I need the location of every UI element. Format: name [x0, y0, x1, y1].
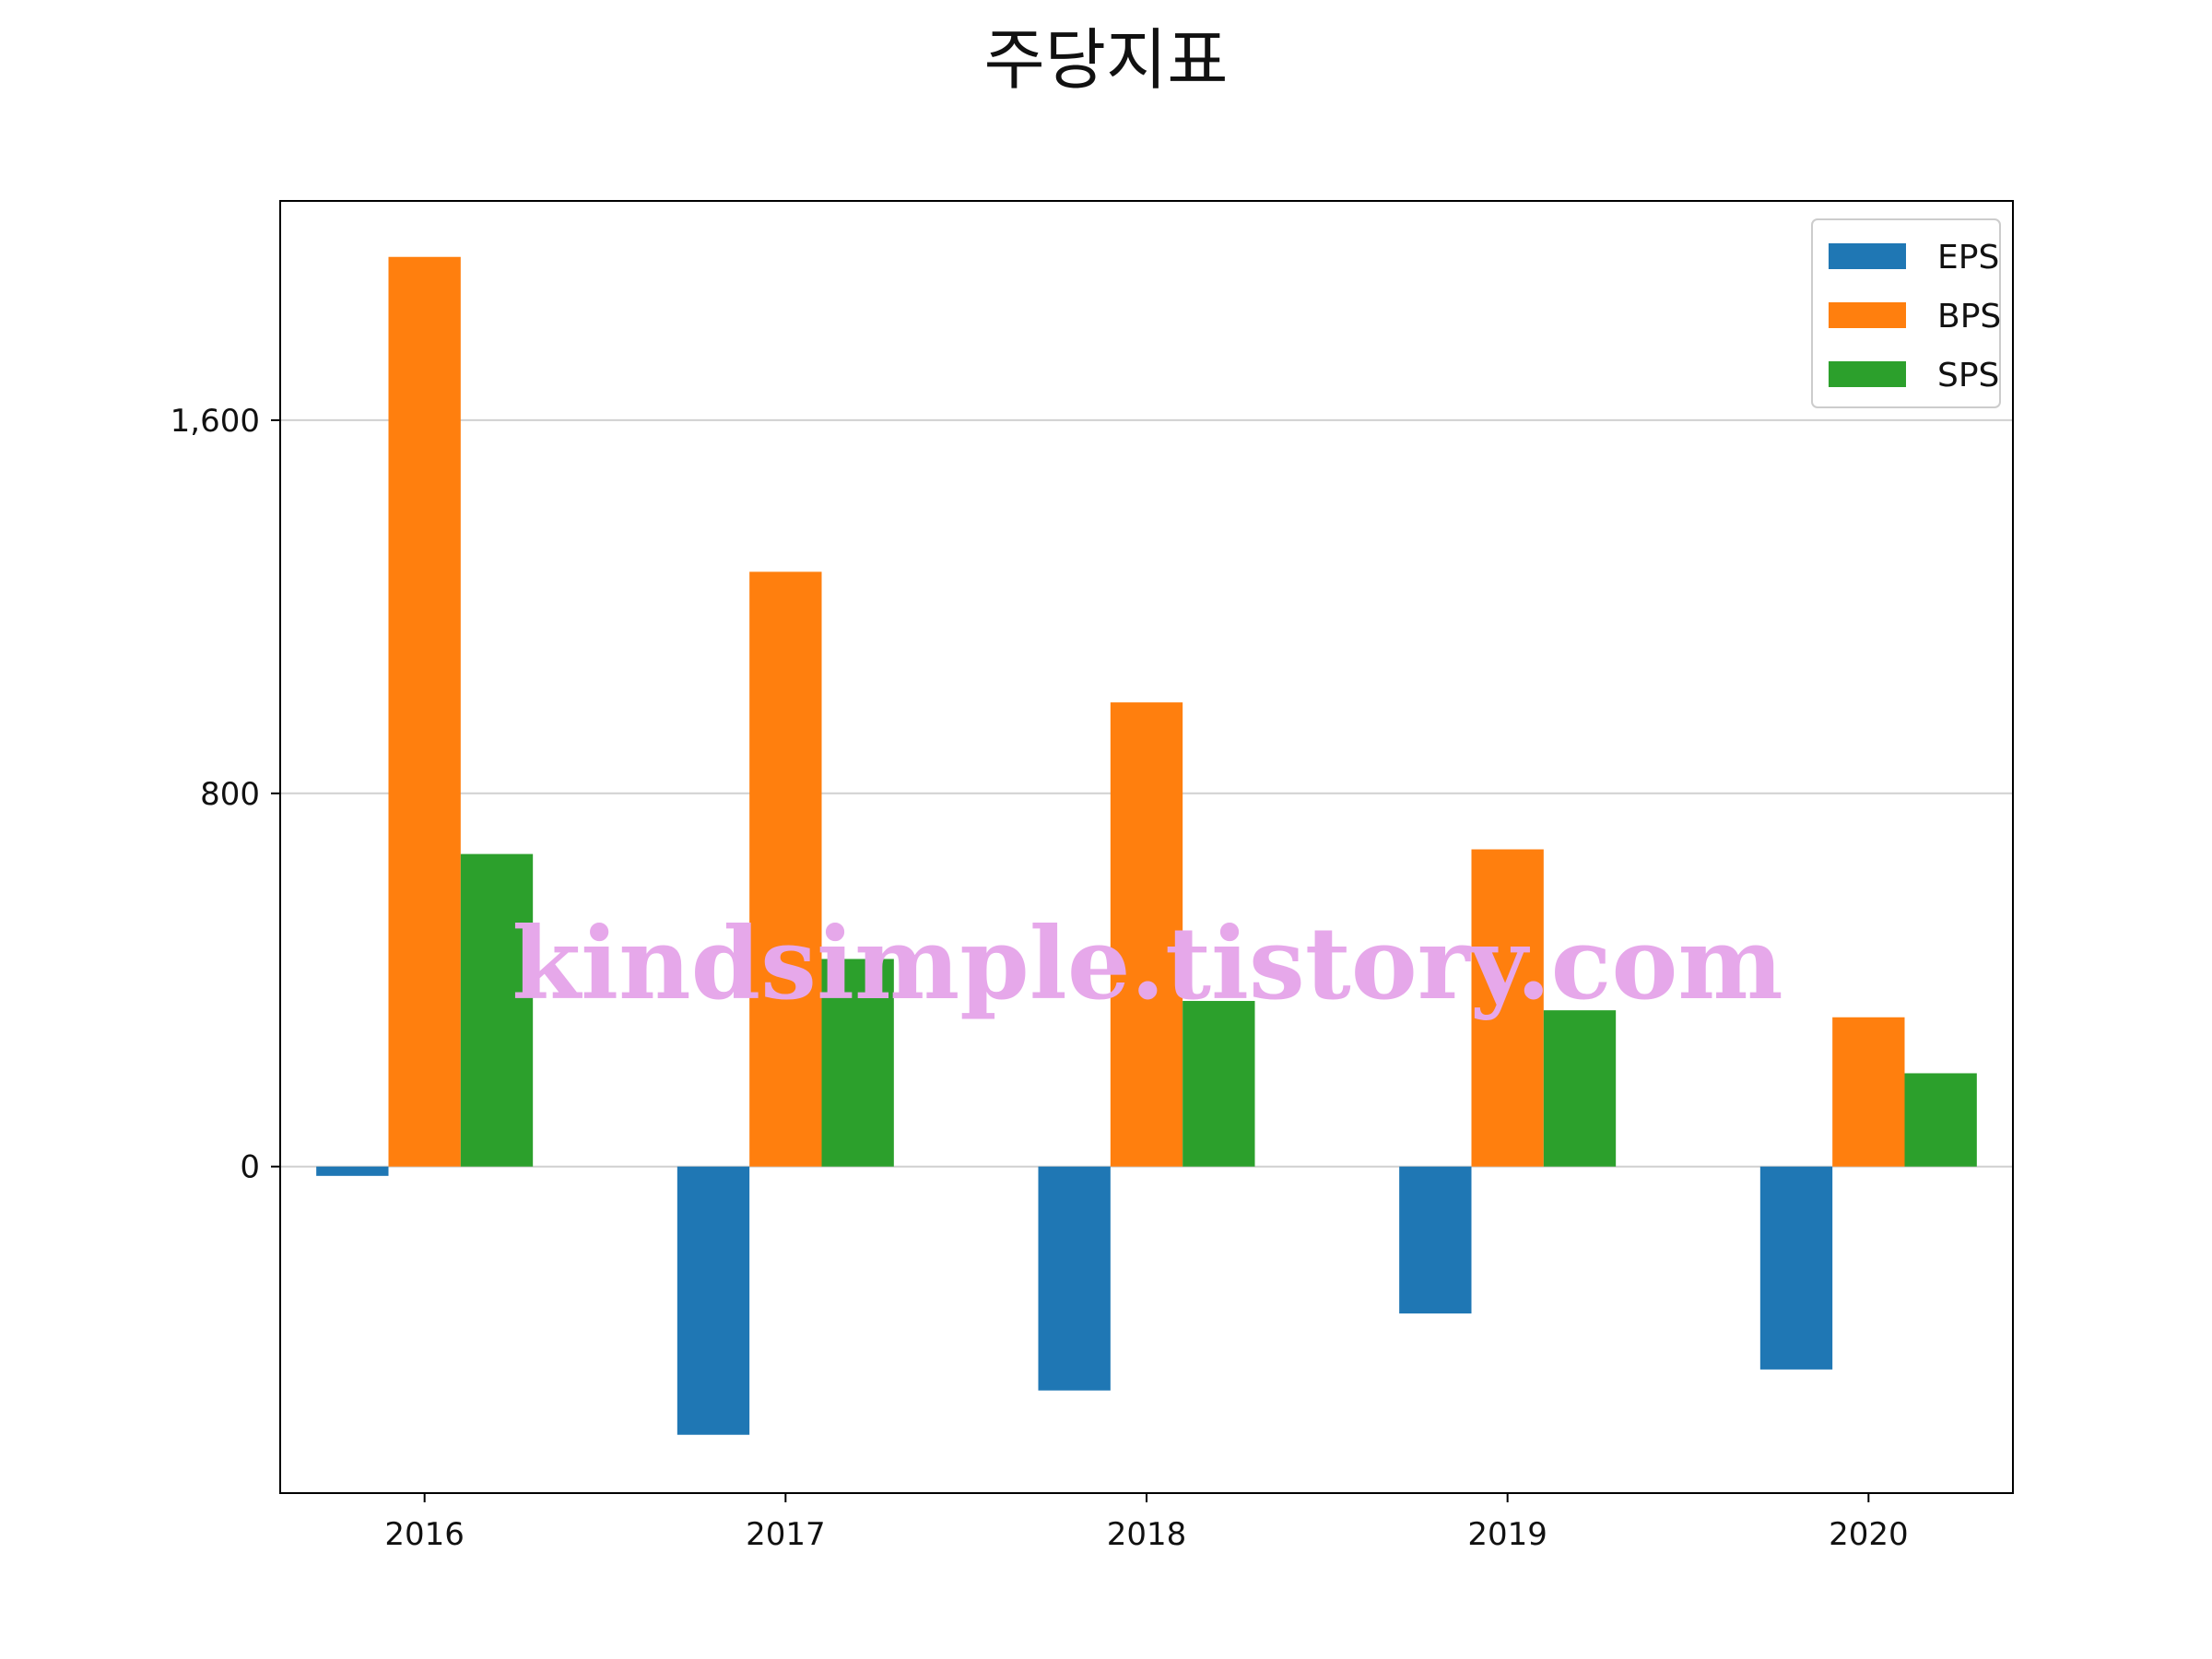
- legend-swatch-sps: [1829, 361, 1906, 387]
- legend: EPS BPS SPS: [1811, 218, 2001, 408]
- bar-bps-2019: [1471, 849, 1544, 1167]
- bar-sps-2018: [1182, 1001, 1255, 1167]
- bar-bps-2018: [1110, 702, 1183, 1167]
- x-tick-label: 2018: [1107, 1516, 1187, 1553]
- bar-eps-2017: [677, 1166, 750, 1435]
- bar-bps-2020: [1832, 1017, 1905, 1167]
- bar-sps-2017: [821, 959, 894, 1167]
- bar-eps-2018: [1038, 1166, 1111, 1391]
- bars-layer: [316, 256, 1977, 1435]
- bar-eps-2020: [1759, 1166, 1833, 1370]
- watermark-text: kindsimple.tistory.com: [512, 906, 1783, 1022]
- legend-label-sps: SPS: [1937, 357, 1999, 394]
- y-tick-label: 800: [200, 776, 260, 813]
- axes-layer: 0 800 1,600 2016 2017 2018 2019 2020: [171, 403, 1909, 1553]
- bar-eps-2019: [1399, 1166, 1472, 1314]
- legend-label-eps: EPS: [1937, 239, 1999, 276]
- chart-title: 주당지표: [984, 21, 1229, 99]
- x-tick-label: 2020: [1829, 1516, 1909, 1553]
- x-tick-label: 2019: [1467, 1516, 1547, 1553]
- bar-sps-2016: [460, 853, 534, 1167]
- bar-bps-2016: [388, 256, 461, 1167]
- bar-bps-2017: [749, 571, 822, 1167]
- bar-sps-2019: [1543, 1010, 1617, 1167]
- legend-label-bps: BPS: [1937, 298, 2001, 335]
- y-tick-label: 1,600: [171, 403, 260, 440]
- bar-sps-2020: [1904, 1073, 1977, 1167]
- x-tick-label: 2017: [746, 1516, 826, 1553]
- legend-swatch-eps: [1829, 243, 1906, 269]
- legend-swatch-bps: [1829, 302, 1906, 328]
- y-tick-label: 0: [240, 1149, 260, 1186]
- bar-eps-2016: [316, 1166, 389, 1176]
- x-tick-label: 2016: [384, 1516, 465, 1553]
